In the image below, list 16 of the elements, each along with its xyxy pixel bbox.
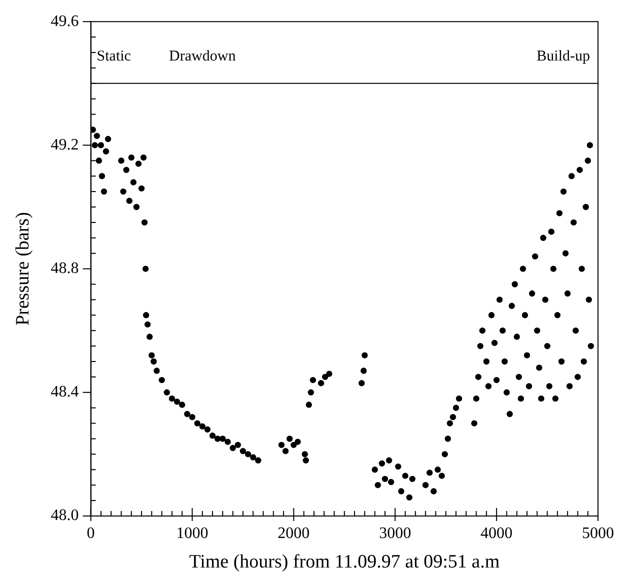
x-tick-label: 4000 <box>480 524 513 542</box>
x-tick-label: 2000 <box>278 524 310 542</box>
y-tick-label: 48.0 <box>50 507 79 524</box>
y-axis-title: Pressure (bars) <box>12 212 34 326</box>
y-tick-label: 48.8 <box>50 260 79 278</box>
x-tick-label: 1000 <box>176 524 208 542</box>
x-tick-label: 0 <box>86 524 95 542</box>
y-tick-label: 48.4 <box>50 384 79 401</box>
annotation: Drawdown <box>169 48 236 64</box>
y-tick-label: 49.2 <box>50 136 79 154</box>
annotation: Static <box>96 48 132 64</box>
x-axis-title: Time (hours) from 11.09.97 at 09:51 a.m <box>189 552 500 573</box>
annotation: Build-up <box>536 48 590 64</box>
x-tick-label: 3000 <box>379 524 412 542</box>
x-tick-label: 5000 <box>582 524 614 542</box>
y-tick-label: 49.6 <box>50 12 79 30</box>
